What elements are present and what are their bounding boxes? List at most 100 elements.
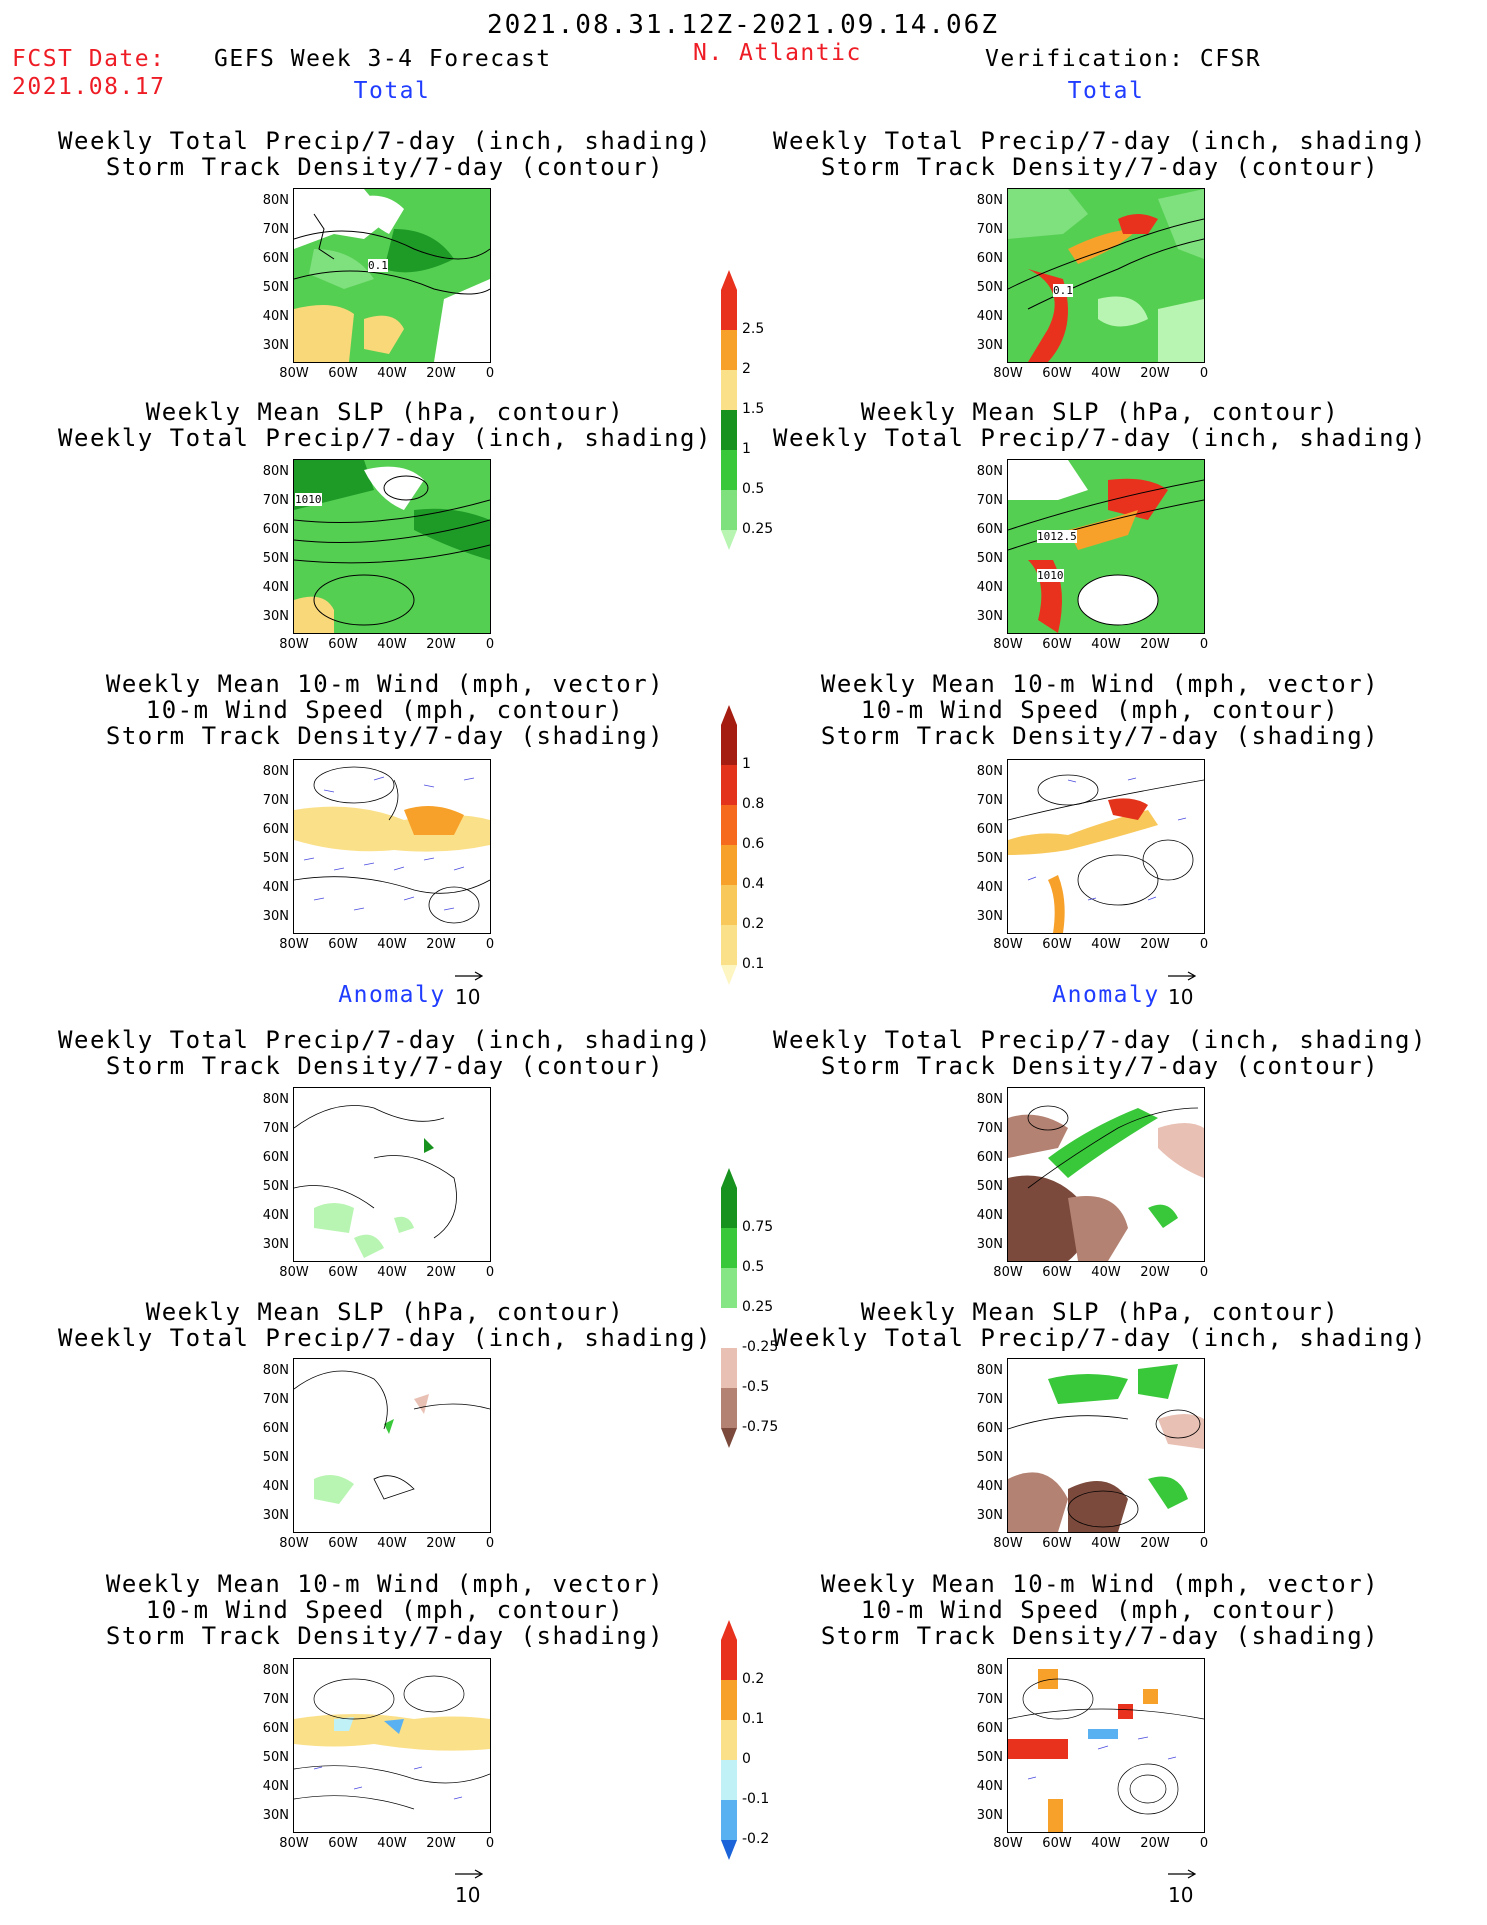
lat-tick-label: 70N <box>262 493 289 508</box>
colorbar-tick-label: 0.25 <box>742 1299 774 1315</box>
lat-tick-label: 40N <box>262 1208 289 1223</box>
colorbar-swatch <box>721 450 737 490</box>
lon-tick-label: 80W <box>993 1836 1023 1851</box>
lat-tick-label: 60N <box>976 1150 1003 1165</box>
lon-tick-label: 60W <box>1042 937 1072 952</box>
lon-tick-label: 40W <box>377 1836 407 1851</box>
lon-tick-label: 60W <box>328 1836 358 1851</box>
map-gefs-anom-slp <box>293 1358 491 1533</box>
lon-tick-label: 40W <box>377 1536 407 1551</box>
lon-tick-label: 40W <box>377 937 407 952</box>
lon-tick-label: 0 <box>1199 1536 1209 1551</box>
lat-tick-label: 70N <box>976 793 1003 808</box>
colorbar-tick-label: 0.2 <box>742 1671 765 1687</box>
colorbar-swatch <box>721 330 737 370</box>
colorbar-swatch <box>721 1680 737 1720</box>
colorbar-tick-label: 0.75 <box>742 1219 774 1235</box>
lon-tick-label: 80W <box>279 637 309 652</box>
lat-tick-label: 30N <box>976 1508 1003 1523</box>
map-cfsr-anom-slp <box>1007 1358 1205 1533</box>
colorbar-swatch <box>721 1720 737 1760</box>
lat-tick-label: 80N <box>262 1663 289 1678</box>
lat-tick-label: 70N <box>976 222 1003 237</box>
map-gefs-total-wind <box>293 759 491 934</box>
section-anomaly-left: Anomaly <box>338 982 446 1008</box>
fcst-date-value: 2021.08.17 <box>12 74 166 100</box>
lon-tick-label: 0 <box>485 637 495 652</box>
lat-tick-label: 50N <box>976 851 1003 866</box>
colorbar-tick-label: 1 <box>742 441 751 457</box>
map-cfsr-anom-precip <box>1007 1087 1205 1262</box>
lat-tick-label: 60N <box>262 822 289 837</box>
lat-tick-label: 40N <box>976 880 1003 895</box>
lat-tick-label: 40N <box>976 1479 1003 1494</box>
lon-tick-label: 80W <box>279 1836 309 1851</box>
colorbar-swatch <box>721 270 737 330</box>
lat-tick-label: 40N <box>976 1208 1003 1223</box>
lat-tick-label: 50N <box>262 280 289 295</box>
lon-tick-label: 80W <box>279 366 309 381</box>
lat-tick-label: 60N <box>976 822 1003 837</box>
map-gefs-anom-precip <box>293 1087 491 1262</box>
lat-tick-label: 60N <box>976 251 1003 266</box>
colorbar-swatch <box>721 1800 737 1840</box>
lat-tick-label: 40N <box>976 309 1003 324</box>
contour-label-gefs-slp: 1010 <box>295 493 322 506</box>
colorbar-swatch <box>721 965 737 985</box>
lon-tick-label: 40W <box>1091 1265 1121 1280</box>
lat-tick-label: 50N <box>262 1450 289 1465</box>
lat-tick-label: 60N <box>262 1421 289 1436</box>
map-gefs-anom-wind <box>293 1658 491 1833</box>
region-title: N. Atlantic <box>693 40 862 66</box>
lon-tick-label: 0 <box>485 1536 495 1551</box>
colorbar-tick-label: -0.75 <box>742 1419 779 1435</box>
colorbar-swatch <box>721 1168 737 1228</box>
lon-tick-label: 80W <box>279 1536 309 1551</box>
lat-tick-label: 50N <box>976 1750 1003 1765</box>
lat-tick-label: 60N <box>976 522 1003 537</box>
map-gefs-total-precip <box>293 188 491 363</box>
lon-tick-label: 60W <box>1042 1265 1072 1280</box>
section-anomaly-right: Anomaly <box>1052 982 1160 1008</box>
contour-label-cfsr-slp-b: 1010 <box>1037 569 1064 582</box>
verification-title: Verification: CFSR <box>985 46 1262 72</box>
lat-tick-label: 50N <box>262 551 289 566</box>
lat-tick-label: 40N <box>262 580 289 595</box>
colorbar-tick-label: 0.1 <box>742 1711 765 1727</box>
colorbar-svg <box>721 705 737 985</box>
lon-tick-label: 60W <box>1042 1536 1072 1551</box>
lat-tick-label: 60N <box>976 1421 1003 1436</box>
lat-tick-label: 40N <box>262 880 289 895</box>
lon-tick-label: 20W <box>426 637 456 652</box>
lon-tick-label: 60W <box>328 937 358 952</box>
contour-label-cfsr-precip: 0.1 <box>1053 284 1073 297</box>
colorbar-swatch <box>721 1620 737 1680</box>
colorbar-tick-label: 1 <box>742 756 751 772</box>
lon-tick-label: 20W <box>1140 1536 1170 1551</box>
colorbar-tick-label: 0.4 <box>742 876 765 892</box>
lon-tick-label: 20W <box>426 1265 456 1280</box>
lat-tick-label: 30N <box>976 1808 1003 1823</box>
lat-tick-label: 70N <box>976 1692 1003 1707</box>
panel-title-gefs-anom-precip: Weekly Total Precip/7-day (inch, shading… <box>58 1026 712 1080</box>
colorbar-swatch <box>721 1428 737 1448</box>
lon-tick-label: 20W <box>426 366 456 381</box>
lat-tick-label: 80N <box>262 764 289 779</box>
colorbar-svg <box>721 1168 737 1448</box>
model-title: GEFS Week 3-4 Forecast <box>214 46 552 72</box>
lat-tick-label: 80N <box>262 193 289 208</box>
colorbar-swatch <box>721 530 737 550</box>
map-cfsr-anom-wind <box>1007 1658 1205 1833</box>
lon-tick-label: 60W <box>1042 637 1072 652</box>
lat-tick-label: 80N <box>262 1363 289 1378</box>
lon-tick-label: 20W <box>1140 937 1170 952</box>
lat-tick-label: 40N <box>262 1479 289 1494</box>
lat-tick-label: 80N <box>976 1663 1003 1678</box>
panel-title-cfsr-total-wind: Weekly Mean 10-m Wind (mph, vector) 10-m … <box>820 670 1380 750</box>
lon-tick-label: 20W <box>1140 1265 1170 1280</box>
panel-title-gefs-total-wind: Weekly Mean 10-m Wind (mph, vector) 10-m … <box>105 670 665 750</box>
colorbar-swatch <box>721 1760 737 1800</box>
map-cfsr-total-slp <box>1007 459 1205 634</box>
lon-tick-label: 40W <box>1091 1536 1121 1551</box>
colorbar-tick-label: 2.5 <box>742 321 765 337</box>
